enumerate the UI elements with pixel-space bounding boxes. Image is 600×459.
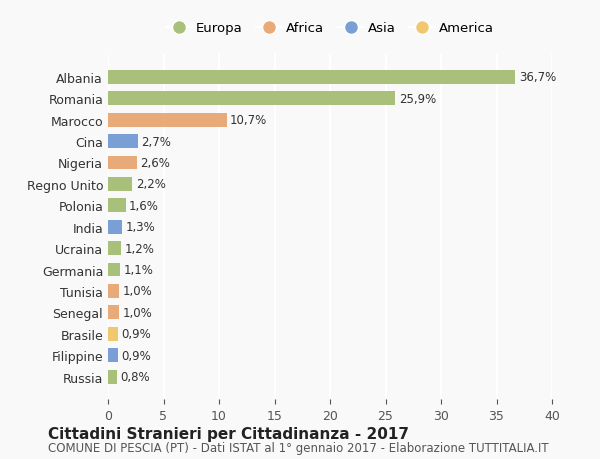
Text: 2,6%: 2,6% (140, 157, 170, 170)
Bar (108, 220, 122, 234)
Text: Cittadini Stranieri per Cittadinanza - 2017: Cittadini Stranieri per Cittadinanza - 2… (48, 425, 409, 441)
Text: 1,6%: 1,6% (129, 199, 159, 213)
Text: 2,2%: 2,2% (136, 178, 166, 191)
Text: 1,0%: 1,0% (122, 285, 152, 298)
Bar (108, 348, 118, 362)
Text: 0,9%: 0,9% (121, 328, 151, 341)
Text: 1,3%: 1,3% (126, 221, 155, 234)
Text: 1,1%: 1,1% (124, 263, 154, 276)
Bar (108, 284, 119, 298)
Bar (108, 263, 120, 277)
Text: COMUNE DI PESCIA (PT) - Dati ISTAT al 1° gennaio 2017 - Elaborazione TUTTITALIA.: COMUNE DI PESCIA (PT) - Dati ISTAT al 1°… (48, 442, 548, 454)
Text: 36,7%: 36,7% (519, 71, 556, 84)
Bar (108, 113, 227, 127)
Legend: Europa, Africa, Asia, America: Europa, Africa, Asia, America (160, 17, 500, 40)
Bar (108, 241, 121, 256)
Text: 0,9%: 0,9% (121, 349, 151, 362)
Bar (108, 199, 126, 213)
Text: 1,2%: 1,2% (125, 242, 155, 255)
Bar (108, 327, 118, 341)
Text: 0,8%: 0,8% (120, 370, 150, 383)
Bar (108, 92, 395, 106)
Bar (108, 178, 133, 191)
Bar (108, 306, 119, 319)
Text: 25,9%: 25,9% (399, 93, 436, 106)
Text: 2,7%: 2,7% (142, 135, 171, 148)
Text: 1,0%: 1,0% (122, 306, 152, 319)
Bar (108, 135, 138, 149)
Bar (108, 156, 137, 170)
Bar (108, 370, 117, 384)
Bar (108, 71, 515, 84)
Text: 10,7%: 10,7% (230, 114, 268, 127)
